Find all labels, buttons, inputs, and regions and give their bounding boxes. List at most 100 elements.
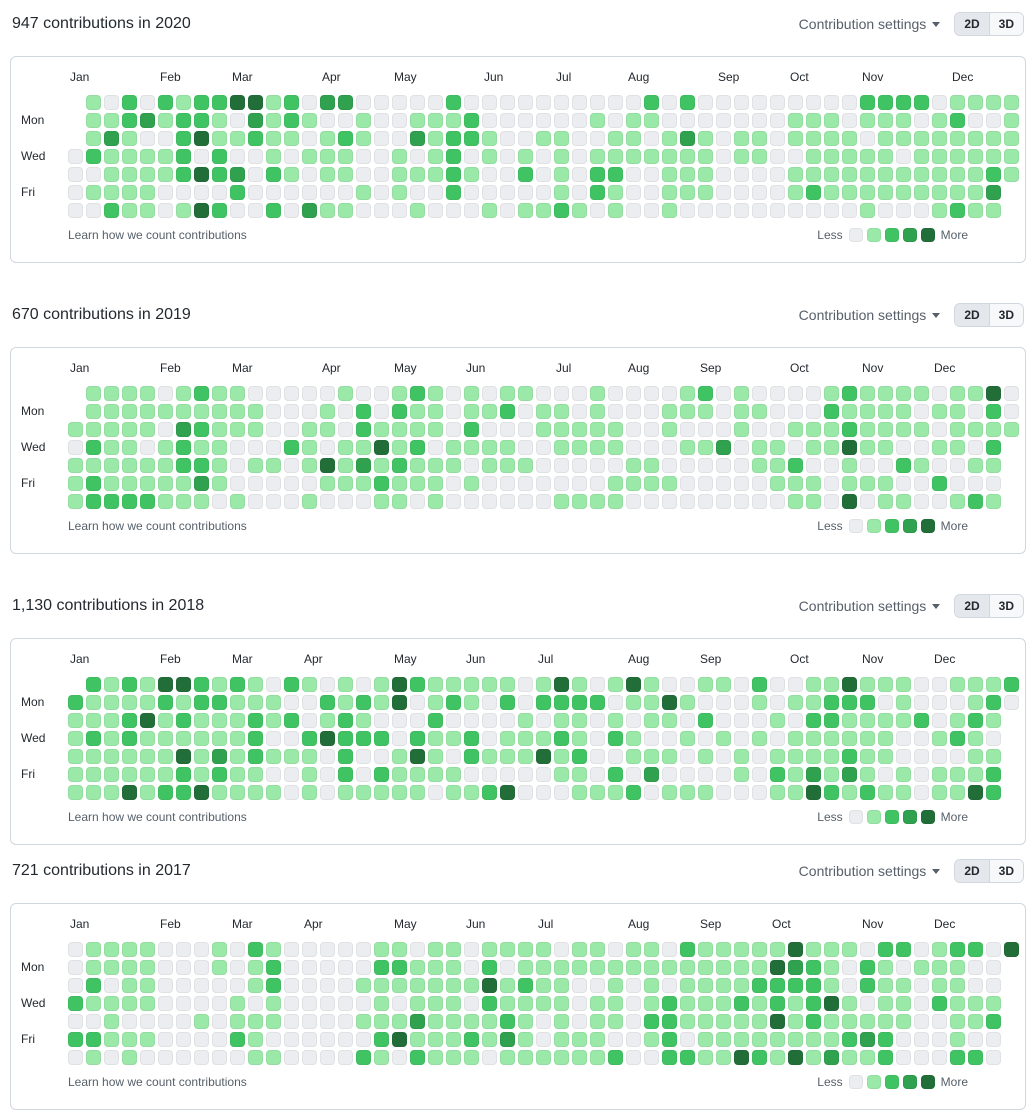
- contribution-cell[interactable]: [266, 404, 281, 419]
- contribution-cell[interactable]: [878, 203, 893, 218]
- contribution-cell[interactable]: [104, 185, 119, 200]
- contribution-cell[interactable]: [824, 440, 839, 455]
- contribution-cell[interactable]: [968, 149, 983, 164]
- contribution-cell[interactable]: [770, 942, 785, 957]
- contribution-cell[interactable]: [986, 185, 1001, 200]
- contribution-cell[interactable]: [734, 185, 749, 200]
- contribution-cell[interactable]: [950, 404, 965, 419]
- contribution-cell[interactable]: [338, 167, 353, 182]
- contribution-cell[interactable]: [266, 1050, 281, 1065]
- contribution-cell[interactable]: [464, 422, 479, 437]
- contribution-cell[interactable]: [356, 203, 371, 218]
- contribution-cell[interactable]: [194, 960, 209, 975]
- contribution-cell[interactable]: [932, 440, 947, 455]
- contribution-cell[interactable]: [518, 1032, 533, 1047]
- contribution-cell[interactable]: [410, 695, 425, 710]
- contribution-cell[interactable]: [158, 695, 173, 710]
- contribution-cell[interactable]: [752, 695, 767, 710]
- contribution-cell[interactable]: [230, 942, 245, 957]
- contribution-cell[interactable]: [410, 167, 425, 182]
- contribution-cell[interactable]: [446, 767, 461, 782]
- contribution-cell[interactable]: [140, 404, 155, 419]
- contribution-cell[interactable]: [932, 113, 947, 128]
- contribution-cell[interactable]: [374, 458, 389, 473]
- contribution-cell[interactable]: [644, 131, 659, 146]
- contribution-cell[interactable]: [212, 677, 227, 692]
- contribution-cell[interactable]: [608, 1050, 623, 1065]
- contribution-cell[interactable]: [806, 713, 821, 728]
- contribution-cell[interactable]: [86, 386, 101, 401]
- contribution-cell[interactable]: [950, 149, 965, 164]
- contribution-cell[interactable]: [446, 386, 461, 401]
- contribution-cell[interactable]: [824, 149, 839, 164]
- contribution-cell[interactable]: [104, 113, 119, 128]
- contribution-cell[interactable]: [356, 1014, 371, 1029]
- contribution-cell[interactable]: [716, 386, 731, 401]
- contribution-cell[interactable]: [212, 440, 227, 455]
- contribution-cell[interactable]: [806, 386, 821, 401]
- contribution-cell[interactable]: [212, 131, 227, 146]
- contribution-cell[interactable]: [104, 767, 119, 782]
- contribution-cell[interactable]: [770, 1050, 785, 1065]
- contribution-cell[interactable]: [626, 960, 641, 975]
- contribution-cell[interactable]: [662, 422, 677, 437]
- contribution-cell[interactable]: [410, 1050, 425, 1065]
- contribution-cell[interactable]: [644, 695, 659, 710]
- contribution-cell[interactable]: [770, 404, 785, 419]
- contribution-cell[interactable]: [392, 767, 407, 782]
- contribution-cell[interactable]: [302, 95, 317, 110]
- toggle-2d-button[interactable]: 2D: [955, 13, 989, 35]
- contribution-cell[interactable]: [824, 996, 839, 1011]
- contribution-cell[interactable]: [392, 978, 407, 993]
- contribution-cell[interactable]: [302, 422, 317, 437]
- contribution-cell[interactable]: [374, 677, 389, 692]
- contribution-cell[interactable]: [248, 440, 263, 455]
- contribution-cell[interactable]: [302, 942, 317, 957]
- contribution-cell[interactable]: [140, 167, 155, 182]
- contribution-cell[interactable]: [320, 767, 335, 782]
- contribution-cell[interactable]: [536, 767, 551, 782]
- contribution-cell[interactable]: [590, 978, 605, 993]
- contribution-cell[interactable]: [68, 458, 83, 473]
- contribution-cell[interactable]: [680, 713, 695, 728]
- contribution-cell[interactable]: [914, 185, 929, 200]
- contribution-cell[interactable]: [752, 185, 767, 200]
- contribution-cell[interactable]: [644, 113, 659, 128]
- contribution-cell[interactable]: [752, 386, 767, 401]
- contribution-cell[interactable]: [518, 1050, 533, 1065]
- contribution-cell[interactable]: [608, 440, 623, 455]
- contribution-cell[interactable]: [356, 185, 371, 200]
- contribution-cell[interactable]: [230, 185, 245, 200]
- contribution-cell[interactable]: [86, 1032, 101, 1047]
- contribution-cell[interactable]: [554, 749, 569, 764]
- contribution-cell[interactable]: [248, 785, 263, 800]
- contribution-cell[interactable]: [626, 422, 641, 437]
- contribution-cell[interactable]: [590, 185, 605, 200]
- contribution-cell[interactable]: [968, 494, 983, 509]
- contribution-cell[interactable]: [824, 695, 839, 710]
- contribution-cell[interactable]: [554, 1050, 569, 1065]
- contribution-cell[interactable]: [338, 113, 353, 128]
- contribution-cell[interactable]: [230, 1050, 245, 1065]
- contribution-cell[interactable]: [536, 1050, 551, 1065]
- contribution-cell[interactable]: [356, 1050, 371, 1065]
- contribution-cell[interactable]: [338, 996, 353, 1011]
- contribution-cell[interactable]: [752, 440, 767, 455]
- contribution-cell[interactable]: [392, 458, 407, 473]
- contribution-cell[interactable]: [464, 404, 479, 419]
- contribution-cell[interactable]: [860, 1014, 875, 1029]
- contribution-cell[interactable]: [932, 695, 947, 710]
- contribution-cell[interactable]: [392, 131, 407, 146]
- contribution-cell[interactable]: [896, 440, 911, 455]
- contribution-cell[interactable]: [500, 1032, 515, 1047]
- contribution-cell[interactable]: [716, 203, 731, 218]
- contribution-cell[interactable]: [356, 749, 371, 764]
- contribution-cell[interactable]: [626, 386, 641, 401]
- contribution-cell[interactable]: [122, 1014, 137, 1029]
- contribution-cell[interactable]: [572, 731, 587, 746]
- contribution-cell[interactable]: [644, 960, 659, 975]
- contribution-cell[interactable]: [158, 1032, 173, 1047]
- contribution-cell[interactable]: [392, 749, 407, 764]
- contribution-cell[interactable]: [752, 494, 767, 509]
- learn-how-link[interactable]: Learn how we count contributions: [68, 1075, 247, 1089]
